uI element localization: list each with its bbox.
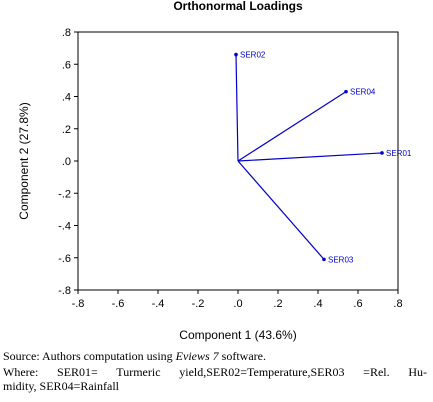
loading-point [322,257,326,262]
source-suffix: software. [218,349,266,363]
where-caption-line-1: Where: SER01= Turmeric yield,SER02=Tempe… [3,365,427,379]
x-tick-label: .6 [353,298,362,310]
y-tick-label: .2 [62,124,71,136]
x-axis: -.8 -.6 -.4 -.2 .0 .2 .4 .6 .8 [72,290,403,310]
x-tick-label: .8 [393,298,402,310]
point-label: SER04 [350,88,376,97]
y-tick-label: -.4 [58,221,71,233]
loading-vector-line [237,152,383,162]
loading-point [234,52,238,57]
point-label: SER01 [386,149,412,158]
y-tick-label: .0 [62,156,71,168]
source-prefix: Source: Authors computation using [3,349,176,363]
x-tick-label: -.8 [72,298,85,310]
point-label: SER03 [328,255,354,264]
y-axis-label: Component 2 (27.8%) [17,102,31,219]
where-caption-line-2: midity, SER04=Rainfall [3,379,119,393]
loading-vectors: SER01 SER02 SER03 SER04 [234,51,412,264]
loading-vector-line [237,91,347,162]
x-axis-label: Component 1 (43.6%) [179,328,296,342]
y-axis: .8 .6 .4 .2 .0 -.2 -.4 -.6 -.8 [58,27,78,297]
x-tick-label: .2 [273,298,282,310]
x-tick-label: -.2 [192,298,205,310]
x-tick-label: .0 [233,298,242,310]
y-tick-label: .8 [62,27,71,39]
x-tick-label: .4 [313,298,322,310]
chart-title: Orthonormal Loadings [173,0,303,13]
y-tick-label: .4 [62,92,71,104]
point-label: SER02 [240,51,266,60]
loading-vector-line [237,160,325,260]
x-tick-label: -.6 [112,298,125,310]
y-tick-label: -.8 [58,285,71,297]
loading-point [344,89,348,94]
y-tick-label: -.6 [58,253,71,265]
y-tick-label: .6 [62,59,71,71]
loading-point [380,151,384,155]
source-caption: Source: Authors computation using Eviews… [3,349,427,363]
y-tick-label: -.2 [58,188,71,200]
loadings-chart: Orthonormal Loadings .8 .6 .4 .2 .0 -.2 -.4 -.6… [17,0,412,342]
source-software: Eviews 7 [175,349,219,363]
x-tick-label: -.4 [152,298,165,310]
loading-vector-line [235,54,239,162]
